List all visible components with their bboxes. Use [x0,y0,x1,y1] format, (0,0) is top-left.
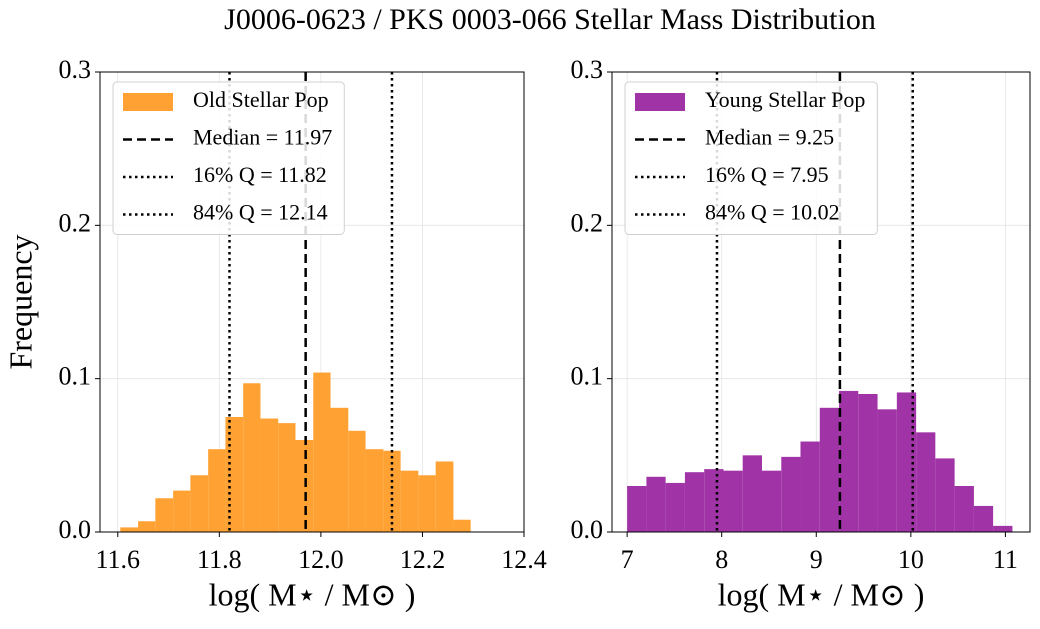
x-axis-label: log( M⋆ / M⊙ ) [209,576,416,612]
histogram-bar [243,383,261,532]
y-tick-label: 0.2 [59,208,92,237]
legend-label: Old Stellar Pop [193,87,329,112]
histogram-bar [138,521,156,532]
histogram-bar [742,455,762,532]
x-tick-label: 11.6 [95,545,140,574]
histogram-bar [155,498,174,532]
legend-label: 16% Q = 11.82 [193,162,327,187]
y-tick-label: 0.3 [571,55,604,84]
histogram-bar [400,470,419,532]
histogram-bar [916,432,936,532]
x-tick-label: 7 [621,545,634,574]
histogram-bar [973,505,994,532]
y-tick-label: 0.3 [59,55,92,84]
histogram-bar [819,407,840,532]
legend-label: 16% Q = 7.95 [705,162,829,187]
histogram-bar [365,449,384,532]
histogram-bar [190,475,209,532]
x-tick-label: 12.4 [501,545,547,574]
x-tick-label: 8 [715,545,728,574]
histogram-bar [173,490,191,532]
histogram-bar [453,519,471,532]
y-tick-label: 0.1 [571,362,604,391]
legend-swatch [123,93,173,111]
histogram-bar [704,469,724,532]
histogram-bar [418,475,436,532]
histogram-bar [839,390,859,532]
legend-frame [624,81,878,235]
histogram-bar [858,394,878,532]
histogram-bar [646,476,666,532]
plot-frame [99,71,525,533]
histogram-bar [761,470,782,532]
histogram-bar [313,372,331,532]
figure-title: J0006-0623 / PKS 0003-066 Stellar Mass D… [224,3,876,36]
x-tick-label: 9 [810,545,823,574]
y-tick-label: 0.0 [59,515,92,544]
histogram-bar [993,525,1013,532]
histogram-bar [665,482,685,532]
histogram-bar [627,486,647,532]
x-tick-label: 11.8 [197,545,242,574]
legend-frame [112,81,345,235]
legend-label: 84% Q = 10.02 [705,200,840,225]
histogram-bar [260,418,279,532]
x-axis-label: log( M⋆ / M⊙ ) [718,576,925,612]
x-tick-label: 12.0 [298,545,344,574]
histogram-bar [383,450,401,532]
legend-swatch [635,93,685,111]
histogram-bar [896,392,917,532]
histogram-bar [435,461,454,532]
histogram-bar [954,486,974,532]
histogram-bar [935,458,955,532]
y-tick-label: 0.2 [571,208,604,237]
x-tick-label: 12.2 [400,545,446,574]
histogram-bar [723,470,743,532]
histogram-bar [295,440,314,532]
legend: Young Stellar Pop Median = 9.25 16% Q = 7.… [624,81,878,235]
legend-label: Median = 11.97 [193,125,332,150]
y-tick-label: 0.0 [571,515,604,544]
histogram-bar [120,527,139,532]
legend-label: Young Stellar Pop [705,87,865,112]
histogram-bar [684,472,705,532]
legend-label: Median = 9.25 [705,125,834,150]
histogram-bar [348,430,366,532]
plot-frame [611,71,1031,533]
histogram-bar [330,407,349,532]
y-tick-label: 0.1 [59,362,92,391]
histogram-bar [225,417,244,532]
legend-label: 84% Q = 12.14 [193,200,328,225]
y-axis-label: Frequency [2,234,38,369]
legend: Old Stellar Pop Median = 11.97 16% Q = 11.… [112,81,345,235]
x-tick-label: 11 [993,545,1018,574]
x-tick-label: 10 [898,545,924,574]
histogram-bar [800,441,820,532]
histogram-bar [208,449,226,532]
histogram-bar [781,456,801,532]
histogram-bar [278,423,296,532]
histogram-bar [877,409,897,532]
